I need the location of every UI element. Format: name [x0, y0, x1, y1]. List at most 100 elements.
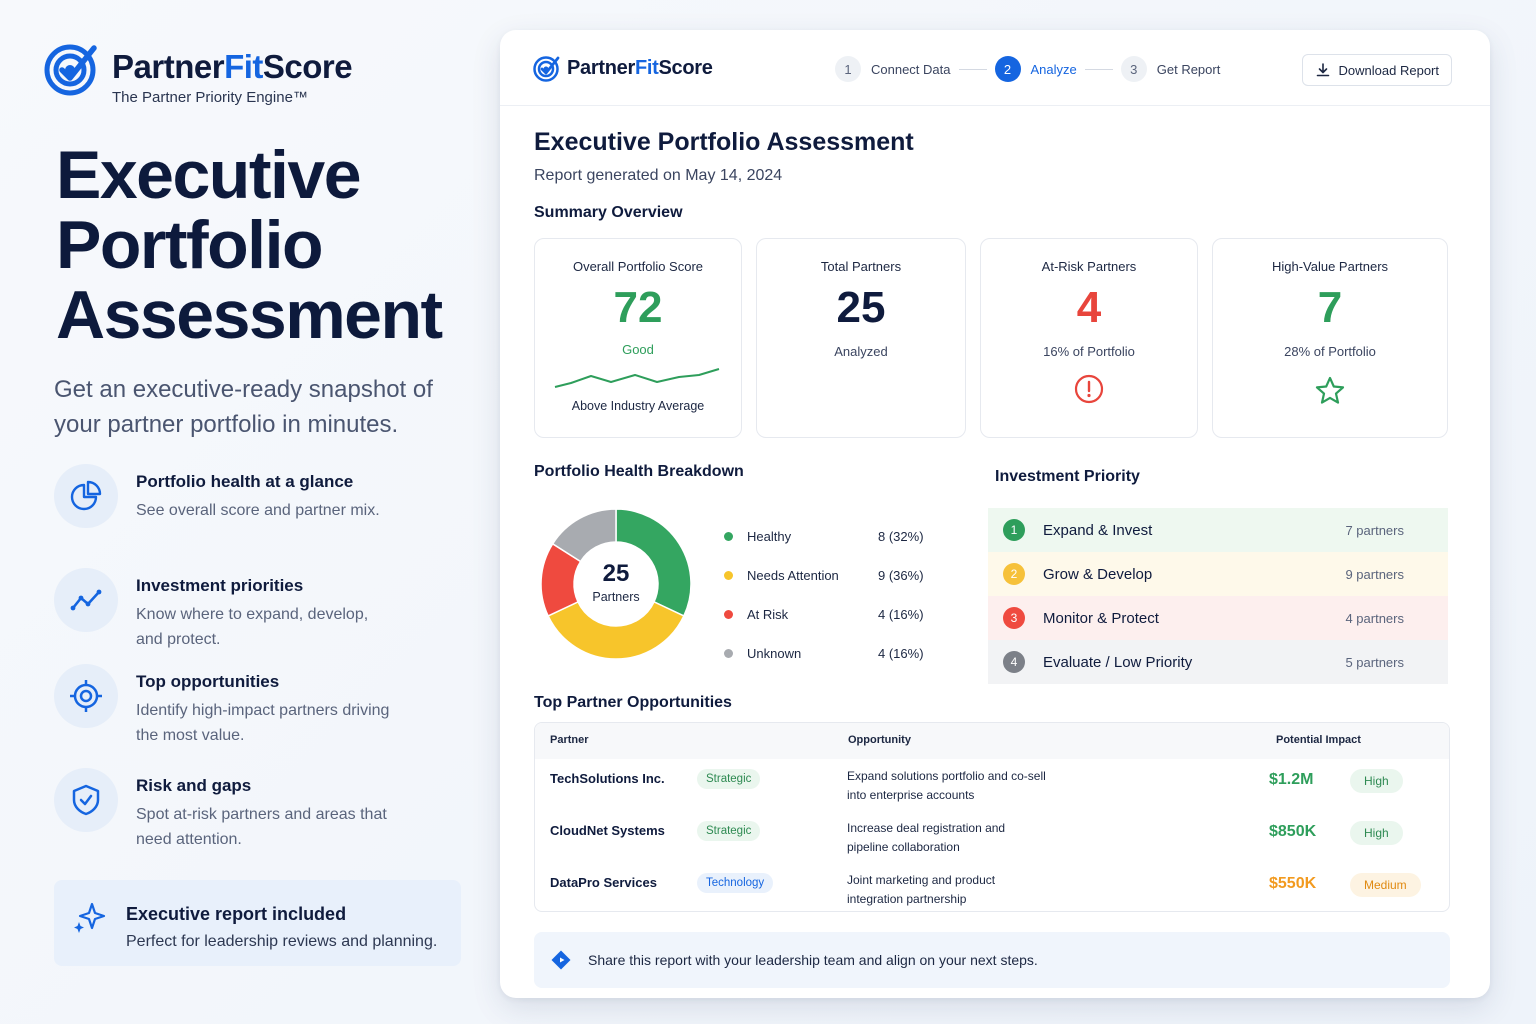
download-icon — [1316, 63, 1329, 77]
legend-value: 9 (36%) — [878, 568, 924, 583]
step-connect-data[interactable]: 1 Connect Data — [835, 56, 951, 82]
stat-sub: 16% of Portfolio — [1043, 344, 1135, 359]
col-partner: Partner — [550, 734, 589, 746]
progress-steps: 1 Connect Data 2 Analyze 3 Get Report — [835, 56, 1220, 82]
step-get-report[interactable]: 3 Get Report — [1120, 56, 1221, 82]
feature-desc: Identify high-impact partners driving th… — [136, 702, 390, 744]
stat-label: Overall Portfolio Score — [572, 259, 704, 274]
priority-label: Evaluate / Low Priority — [1043, 653, 1193, 671]
feature-title: Top opportunities — [136, 672, 280, 691]
summary-title: Summary Overview — [534, 204, 683, 221]
step-number: 3 — [1120, 56, 1147, 82]
legend-item: Needs Attention 9 (36%) — [724, 556, 934, 595]
donut-center-label: Partners — [592, 590, 640, 604]
legend-item: Healthy 8 (32%) — [724, 517, 934, 556]
priority-evaluate-low[interactable]: 4 Evaluate / Low Priority 5 partners — [988, 640, 1448, 684]
topbar-brand[interactable]: PartnerFitScore — [533, 54, 713, 82]
priority-count: 4 partners — [1345, 610, 1404, 626]
stat-sub: 28% of Portfolio — [1284, 344, 1376, 359]
topbar-brand-name: PartnerFitScore — [567, 56, 713, 79]
share-text: Share this report with your leadership t… — [588, 952, 1038, 968]
target-logo-icon — [533, 56, 560, 82]
partner-name: DataPro Services — [550, 875, 657, 890]
stat-value: 7 — [1317, 283, 1343, 332]
partner-type-badge: Strategic — [697, 769, 761, 789]
legend-value: 4 (16%) — [878, 646, 924, 661]
table-row[interactable]: DataPro Services Technology Joint market… — [535, 863, 1449, 911]
stat-label: High-Value Partners — [1271, 259, 1389, 274]
table-row[interactable]: CloudNet Systems Strategic Increase deal… — [535, 811, 1449, 863]
feature-item: Portfolio health at a glance See overall… — [54, 464, 474, 568]
health-title: Portfolio Health Breakdown — [534, 463, 744, 480]
table-header: Partner Opportunity Potential Impact — [535, 723, 1449, 759]
partner-type-badge: Strategic — [697, 821, 761, 841]
impact-value: $550K — [1269, 875, 1317, 892]
stat-value: 4 — [1076, 283, 1102, 332]
hero-title: Executive Portfolio Assessment — [56, 137, 443, 353]
partner-type-badge: Technology — [697, 873, 774, 893]
legend-name: Healthy — [747, 529, 792, 544]
share-banner: Share this report with your leadership t… — [534, 932, 1450, 988]
legend-dot — [724, 649, 733, 658]
total-partners-card: Total Partners 25 Analyzed — [756, 238, 966, 438]
opportunity-text: Expand solutions portfolio and co-sell in… — [847, 769, 1046, 802]
download-label: Download Report — [1338, 62, 1439, 78]
step-label: Connect Data — [871, 61, 951, 77]
priority-number: 3 — [1003, 607, 1025, 629]
trend-sparkline — [554, 368, 720, 388]
step-analyze[interactable]: 2 Analyze — [994, 56, 1077, 82]
callout-title: Executive report included — [126, 904, 347, 924]
partner-name: CloudNet Systems — [550, 823, 665, 838]
priority-label: Monitor & Protect — [1043, 609, 1159, 627]
legend-item: At Risk 4 (16%) — [724, 595, 934, 634]
marketing-panel: PartnerFitScore The Partner Priority Eng… — [0, 0, 490, 1024]
target-logo-icon — [44, 44, 97, 96]
download-report-button[interactable]: Download Report — [1301, 54, 1452, 86]
shield-check-icon — [54, 768, 118, 832]
feature-item: Investment priorities Know where to expa… — [54, 568, 474, 664]
priority-count: 5 partners — [1345, 654, 1404, 670]
donut-segment-needs-attention — [547, 600, 685, 660]
col-impact: Potential Impact — [1276, 734, 1361, 746]
brand-name: PartnerFitScore — [112, 48, 353, 85]
high-value-card: High-Value Partners 7 28% of Portfolio — [1212, 238, 1448, 438]
priority-grow-develop[interactable]: 2 Grow & Develop 9 partners — [988, 552, 1448, 596]
step-number: 1 — [835, 56, 861, 82]
impact-level-badge: High — [1350, 769, 1403, 793]
step-divider — [958, 68, 987, 70]
donut-center-value: 25 — [602, 560, 630, 587]
report-date: Report generated on May 14, 2024 — [534, 167, 783, 184]
table-row[interactable]: TechSolutions Inc. Strategic Expand solu… — [535, 759, 1449, 811]
priority-expand-invest[interactable]: 1 Expand & Invest 7 partners — [988, 508, 1448, 552]
priority-count: 9 partners — [1345, 566, 1404, 582]
impact-value: $1.2M — [1269, 771, 1314, 788]
priority-label: Expand & Invest — [1043, 521, 1153, 539]
brand: PartnerFitScore The Partner Priority Eng… — [44, 40, 353, 106]
impact-level-badge: Medium — [1350, 873, 1421, 897]
col-opportunity: Opportunity — [848, 734, 911, 746]
legend-item: Unknown 4 (16%) — [724, 634, 934, 673]
priority-number: 1 — [1003, 519, 1025, 541]
donut-segment-healthy — [615, 508, 692, 617]
hero-subtitle: Get an executive-ready snapshot of your … — [54, 376, 433, 438]
legend-name: At Risk — [747, 607, 789, 622]
priority-title: Investment Priority — [995, 468, 1140, 485]
feature-title: Risk and gaps — [136, 776, 252, 795]
priority-monitor-protect[interactable]: 3 Monitor & Protect 4 partners — [988, 596, 1448, 640]
step-label: Get Report — [1156, 61, 1221, 77]
priority-number: 2 — [1003, 563, 1025, 585]
stat-value: 72 — [613, 283, 663, 332]
legend-dot — [724, 571, 733, 580]
alert-circle-icon — [1074, 374, 1104, 404]
donut-segment-unknown — [551, 508, 617, 563]
opps-title: Top Partner Opportunities — [534, 694, 732, 711]
partner-name: TechSolutions Inc. — [550, 771, 665, 786]
portfolio-score-card: Overall Portfolio Score 72 Good Above In… — [534, 238, 742, 438]
stat-label: At-Risk Partners — [1041, 259, 1137, 274]
legend-dot — [724, 610, 733, 619]
investment-priority-list: 1 Expand & Invest 7 partners 2 Grow & De… — [988, 508, 1448, 684]
priority-number: 4 — [1003, 651, 1025, 673]
legend-name: Unknown — [747, 646, 802, 661]
step-number: 2 — [994, 56, 1021, 82]
pie-chart-icon — [54, 464, 118, 528]
